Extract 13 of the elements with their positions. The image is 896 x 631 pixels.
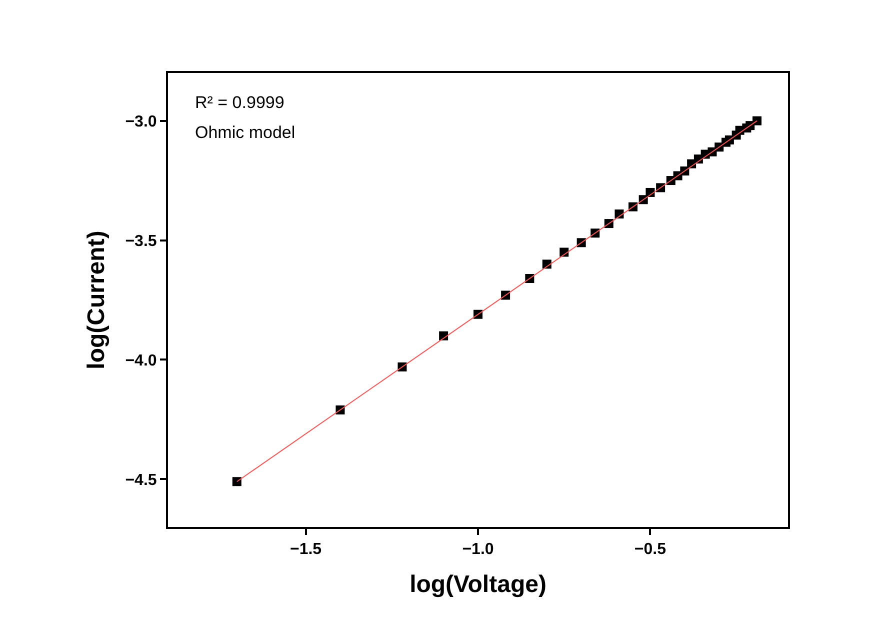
y-axis-title: log(Current) [82, 230, 110, 370]
x-tick-label: −1.0 [462, 541, 494, 558]
x-axis-title: log(Voltage) [410, 571, 546, 598]
y-tick-label: −3.5 [125, 232, 157, 250]
annotation: Ohmic model [195, 123, 296, 142]
point [752, 116, 762, 126]
y-tick-label: −4.5 [125, 472, 157, 489]
y-tick-label: −4.0 [125, 352, 157, 370]
annotation: R² = 0.9999 [195, 93, 284, 112]
y-tick-label: −3.0 [125, 113, 157, 130]
x-tick-label: −1.5 [290, 541, 322, 558]
x-tick-label: −0.5 [634, 541, 666, 558]
point [232, 477, 242, 486]
